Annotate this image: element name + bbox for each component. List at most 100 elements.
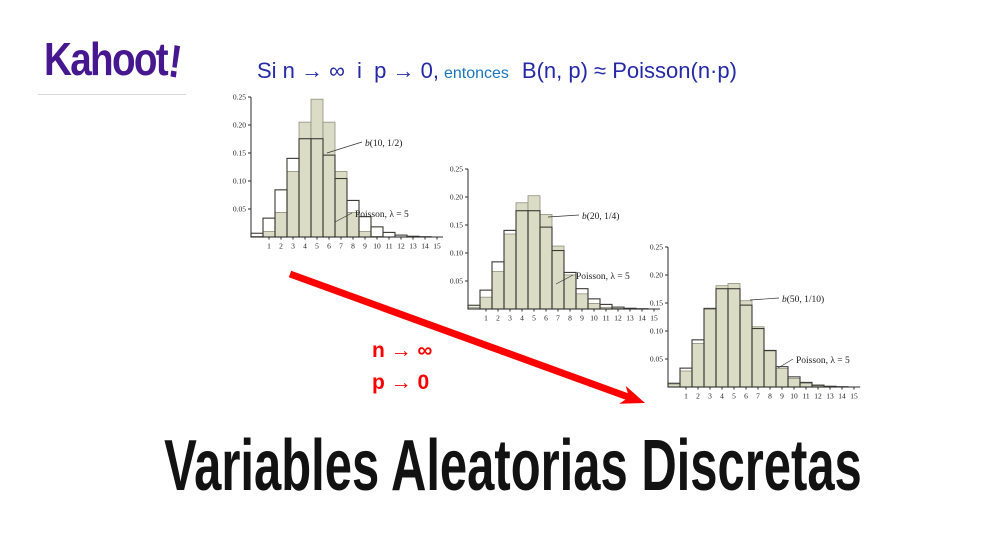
binomial-bar (715, 285, 729, 388)
headline-conclusion: B(n, p) ≈ Poisson(n·p) (521, 58, 737, 83)
binomial-label: b(20, 1/4) (582, 211, 619, 222)
x-tick-label: 4 (303, 242, 307, 251)
binomial-label-leader (749, 297, 780, 301)
kahoot-logo: Kahoot! (44, 32, 184, 88)
x-tick-label: 12 (614, 314, 622, 323)
x-tick-label: 15 (433, 242, 441, 251)
y-tick-label: 0.20 (650, 271, 663, 280)
binomial-bar (763, 350, 777, 388)
y-tick-label: 0.15 (233, 149, 246, 158)
y-tick-label: 0.10 (650, 327, 663, 336)
x-tick-label: 7 (556, 314, 560, 323)
chart-svg: 0.050.100.150.200.251 2 3 4 5 6 7 8 9 10 11 12 13 14 1… (650, 243, 861, 401)
x-tick-label: 10 (373, 242, 381, 251)
binomial-bar (491, 271, 505, 310)
binomial-bar (262, 231, 276, 238)
x-tick-label: 1 (484, 314, 488, 323)
kahoot-logo-bang: ! (165, 34, 184, 88)
logo-divider (38, 94, 186, 95)
x-tick-label: 11 (802, 392, 809, 401)
x-tick-label: 14 (638, 314, 646, 323)
y-tick-label: 0.05 (233, 205, 246, 214)
binomial-bar (575, 293, 589, 310)
binomial-bar (479, 296, 493, 310)
binomial-bar (703, 308, 717, 388)
binomial-bar (358, 231, 372, 238)
y-tick-label: 0.25 (233, 93, 246, 102)
y-tick-label: 0.20 (233, 121, 246, 130)
headline: Si n → ∞ i p → 0, entonces B(n, p) ≈ Poiss… (257, 58, 737, 84)
x-tick-label: 10 (590, 314, 598, 323)
x-tick-label: 2 (696, 392, 700, 401)
x-tick-label: 8 (351, 242, 355, 251)
x-tick-label: 14 (838, 392, 846, 401)
binomial-bar (515, 202, 529, 310)
x-tick-label: 8 (568, 314, 572, 323)
y-tick-label: 0.05 (650, 355, 663, 364)
binomial-label: b(10, 1/2) (365, 138, 402, 149)
binomial-bar (527, 195, 541, 310)
headline-condition: Si n → ∞ i p → 0, (257, 58, 439, 83)
x-tick-label: 5 (732, 392, 736, 401)
x-tick-label: 4 (520, 314, 524, 323)
kahoot-logo-word: Kahoot (44, 33, 169, 85)
x-tick-label: 2 (279, 242, 283, 251)
binomial-bar (539, 214, 553, 310)
x-tick-label: 3 (291, 242, 295, 251)
binomial-bar (727, 283, 741, 388)
chart-binomial-50-tenth: 0.05 0.10 0.15 0.20 0.25 1 2 3 4 5 6 7 8 9 10 11 12 13 14 1… (638, 241, 880, 407)
y-tick-label: 0.20 (450, 193, 463, 202)
poisson-label: Poisson, λ = 5 (355, 210, 409, 220)
binomial-bar (298, 121, 312, 238)
x-tick-label: 9 (580, 314, 584, 323)
x-tick-label: 6 (327, 242, 331, 251)
x-tick-label: 13 (409, 242, 417, 251)
binomial-bar (739, 300, 753, 388)
y-tick-label: 0.25 (450, 165, 463, 174)
x-tick-label: 6 (744, 392, 748, 401)
y-tick-label: 0.05 (450, 277, 463, 286)
binomial-bar (775, 367, 789, 388)
slide-title-text: Variables Aleatorias Discretas (164, 426, 862, 506)
binomial-bar (334, 170, 348, 238)
binomial-bar (286, 170, 300, 238)
binomial-bar (551, 245, 565, 310)
x-tick-label: 3 (708, 392, 712, 401)
x-tick-label: 5 (532, 314, 536, 323)
x-tick-label: 13 (826, 392, 834, 401)
x-tick-label: 13 (626, 314, 634, 323)
binomial-bar (587, 303, 601, 310)
x-tick-label: 3 (508, 314, 512, 323)
binomial-bar (691, 342, 705, 388)
x-tick-label: 1 (267, 242, 271, 251)
x-tick-label: 10 (790, 392, 798, 401)
y-tick-label: 0.15 (450, 221, 463, 230)
x-tick-label: 12 (814, 392, 822, 401)
x-tick-label: 14 (421, 242, 429, 251)
x-tick-label: 1 (684, 392, 688, 401)
poisson-bar (370, 226, 384, 238)
poisson-label-leader (777, 358, 794, 369)
chart-svg: 0.050.100.150.200.251 2 3 4 5 6 7 8 9 10 11 12 13 14 1… (233, 93, 443, 251)
binomial-bar (751, 326, 765, 388)
y-tick-label: 0.25 (650, 243, 663, 252)
binomial-label-leader (326, 141, 363, 154)
binomial-bar (503, 233, 517, 310)
x-tick-label: 15 (850, 392, 858, 401)
poisson-bar (382, 231, 396, 238)
x-tick-label: 11 (602, 314, 609, 323)
x-tick-label: 2 (496, 314, 500, 323)
x-tick-label: 7 (756, 392, 760, 401)
poisson-label: Poisson, λ = 5 (796, 356, 850, 366)
x-tick-label: 11 (385, 242, 392, 251)
x-tick-label: 4 (720, 392, 724, 401)
x-tick-label: 15 (650, 314, 658, 323)
x-tick-label: 7 (339, 242, 343, 251)
x-tick-label: 9 (780, 392, 784, 401)
binomial-bar (679, 370, 693, 388)
y-tick-label: 0.10 (233, 177, 246, 186)
y-tick-label: 0.15 (650, 299, 663, 308)
x-tick-label: 12 (397, 242, 405, 251)
slide-title: Variables Aleatorias Discretas (0, 430, 996, 502)
x-tick-label: 6 (544, 314, 548, 323)
